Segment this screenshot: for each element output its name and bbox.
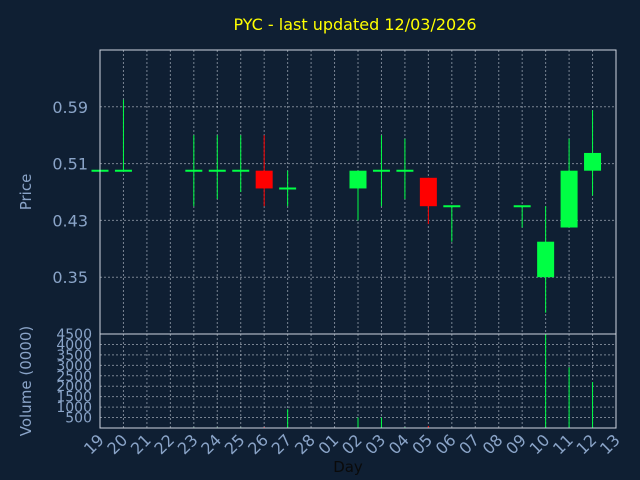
- y-axis-label: Price: [17, 174, 35, 211]
- price-tick-label: 0.59: [52, 98, 88, 117]
- volume-tick-label: 1000: [56, 400, 92, 416]
- chart-title: PYC - last updated 12/03/2026: [233, 15, 476, 34]
- candle-body: [560, 170, 578, 228]
- volume-tick-label: 3500: [56, 348, 92, 364]
- volume-axis-label: Volume (0000): [17, 326, 35, 436]
- x-tick-label: 13: [596, 430, 624, 458]
- volume-tick-label: 500: [65, 411, 92, 427]
- candle-body: [349, 170, 367, 189]
- x-axis-label: Day: [333, 458, 363, 476]
- volume-tick-label: 2500: [56, 369, 92, 385]
- volume-tick-label: 4500: [56, 327, 92, 343]
- volume-tick-label: 4000: [56, 337, 92, 353]
- price-tick-label: 0.35: [52, 268, 88, 287]
- price-tick-label: 0.43: [52, 211, 88, 230]
- candle-body: [584, 152, 602, 171]
- volume-tick-label: 3000: [56, 358, 92, 374]
- volume-tick-label: 2000: [56, 379, 92, 395]
- volume-panel-frame: [99, 333, 617, 429]
- price-tick-label: 0.51: [52, 155, 88, 174]
- candle-body: [537, 241, 555, 278]
- volume-tick-label: 1500: [56, 390, 92, 406]
- candle-body: [255, 170, 273, 189]
- candle-body: [419, 177, 437, 207]
